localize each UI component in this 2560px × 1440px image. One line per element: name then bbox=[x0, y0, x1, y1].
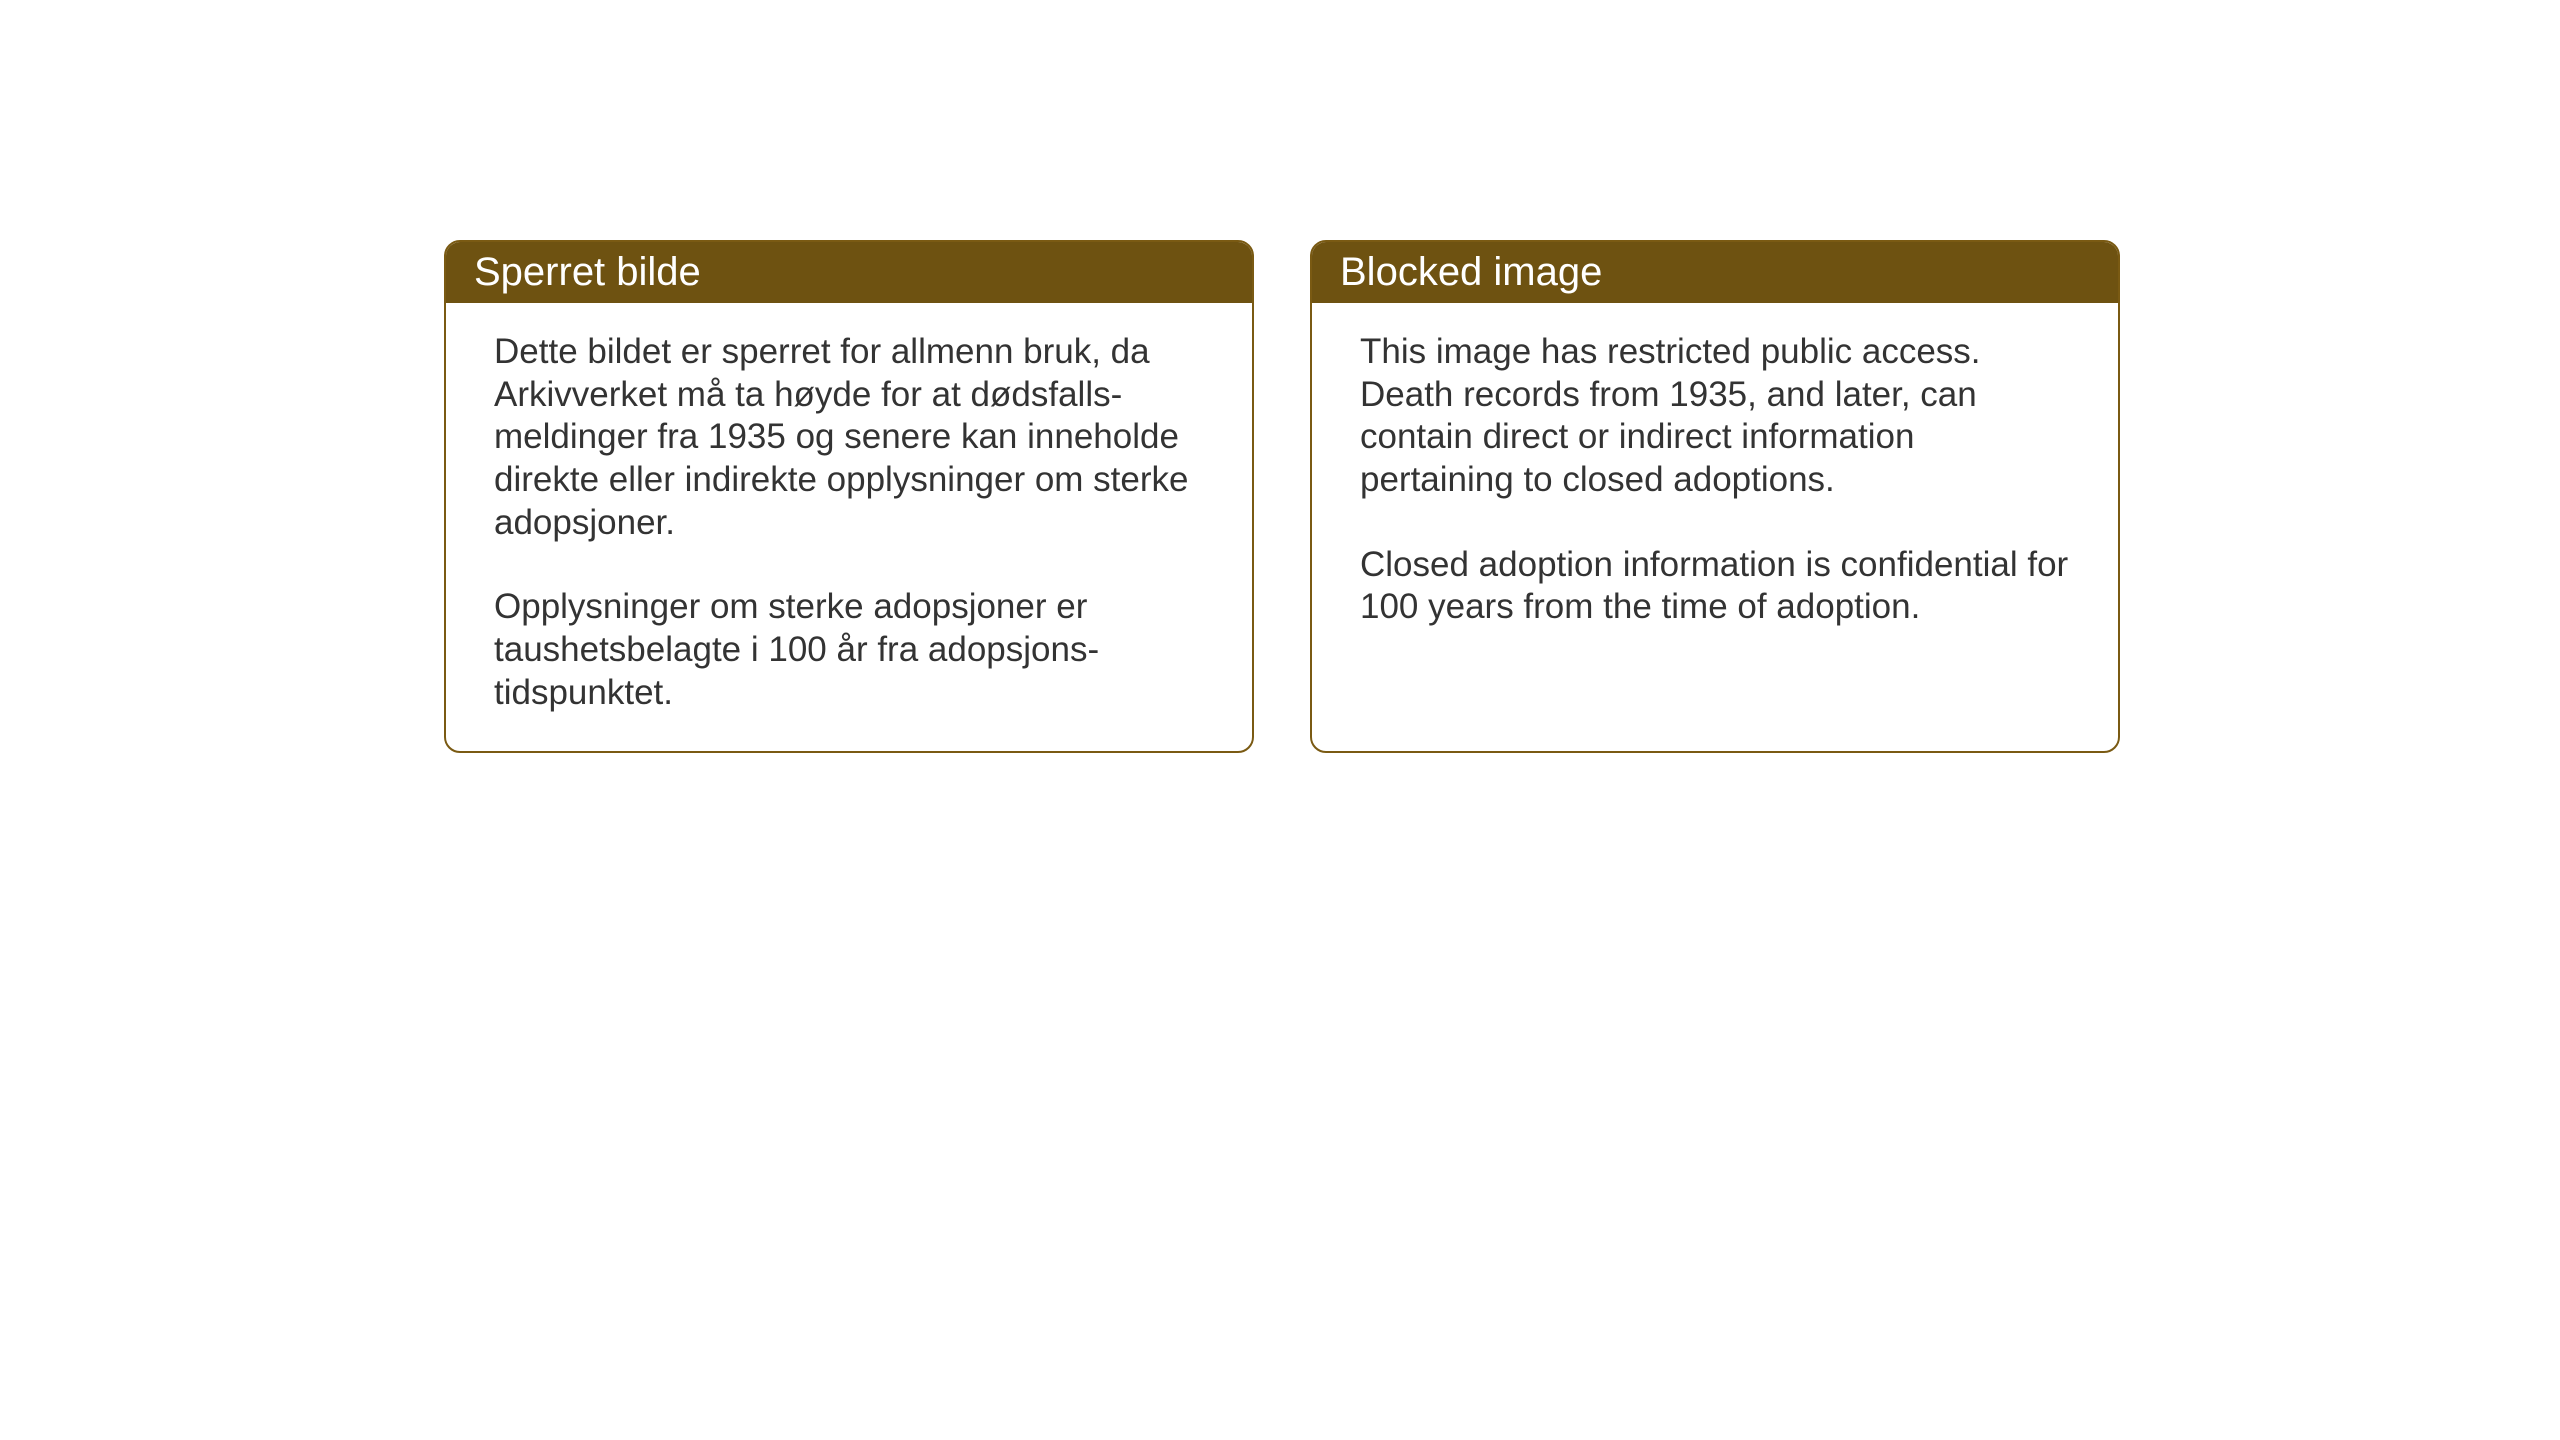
paragraph-norwegian-1: Dette bildet er sperret for allmenn bruk… bbox=[494, 331, 1204, 544]
paragraph-norwegian-2: Opplysninger om sterke adopsjoner er tau… bbox=[494, 586, 1204, 714]
card-body-norwegian: Dette bildet er sperret for allmenn bruk… bbox=[446, 303, 1252, 751]
paragraph-english-1: This image has restricted public access.… bbox=[1360, 331, 2070, 502]
notice-card-english: Blocked image This image has restricted … bbox=[1310, 240, 2120, 753]
card-title-english: Blocked image bbox=[1340, 250, 1602, 294]
notice-card-norwegian: Sperret bilde Dette bildet er sperret fo… bbox=[444, 240, 1254, 753]
card-header-english: Blocked image bbox=[1312, 242, 2118, 303]
card-header-norwegian: Sperret bilde bbox=[446, 242, 1252, 303]
paragraph-english-2: Closed adoption information is confident… bbox=[1360, 544, 2070, 629]
card-body-english: This image has restricted public access.… bbox=[1312, 303, 2118, 749]
notice-container: Sperret bilde Dette bildet er sperret fo… bbox=[444, 240, 2120, 753]
card-title-norwegian: Sperret bilde bbox=[474, 250, 701, 294]
